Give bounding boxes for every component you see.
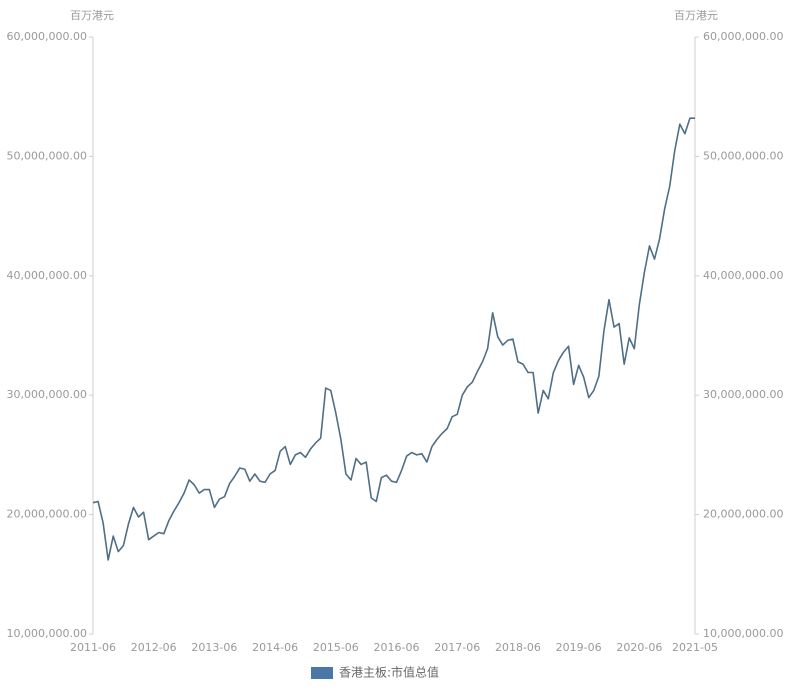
x-tick-label: 2013-06 (191, 641, 237, 654)
legend-label: 香港主板:市值总值 (339, 665, 439, 680)
line-series (92, 117, 695, 561)
x-tick-label: 2017-06 (434, 641, 480, 654)
y-tick-label: 60,000,000.00 (7, 30, 87, 43)
y2-tick-label: 30,000,000.00 (703, 388, 783, 401)
x-tick-label: 2016-06 (374, 641, 420, 654)
y-tick-label: 20,000,000.00 (7, 508, 87, 521)
y-axis-title: 百万港元 (70, 9, 114, 22)
y2-tick-label: 40,000,000.00 (703, 269, 783, 282)
x-tick-label: 2015-06 (313, 641, 359, 654)
x-tick-label: 2011-06 (70, 641, 116, 654)
legend-swatch (311, 667, 333, 679)
y2-axis-title: 百万港元 (674, 9, 718, 22)
y-tick-label: 40,000,000.00 (7, 269, 87, 282)
x-tick-label: 2014-06 (252, 641, 298, 654)
x-tick-label: 2019-06 (556, 641, 602, 654)
y2-tick-label: 60,000,000.00 (703, 30, 783, 43)
y-tick-label: 50,000,000.00 (7, 149, 87, 162)
y2-tick-label: 10,000,000.00 (703, 627, 783, 640)
x-tick-label: 2021-05 (672, 641, 718, 654)
y2-tick-label: 50,000,000.00 (703, 149, 783, 162)
y-tick-label: 10,000,000.00 (7, 627, 87, 640)
y2-tick-label: 20,000,000.00 (703, 508, 783, 521)
x-tick-label: 2020-06 (616, 641, 662, 654)
x-tick-label: 2018-06 (495, 641, 541, 654)
y-tick-label: 30,000,000.00 (7, 388, 87, 401)
x-tick-label: 2012-06 (131, 641, 177, 654)
